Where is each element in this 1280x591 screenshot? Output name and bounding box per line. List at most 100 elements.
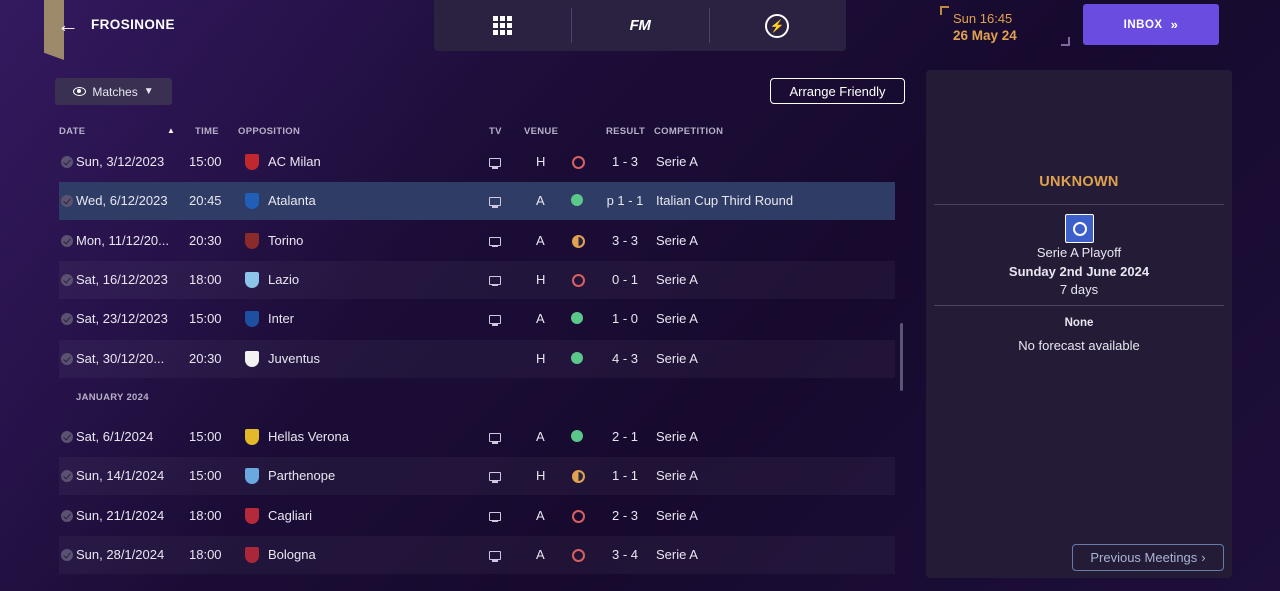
fixture-result[interactable]: 2 - 3 bbox=[611, 507, 638, 523]
fixture-venue: A bbox=[536, 429, 545, 445]
fixture-competition[interactable]: Serie A bbox=[656, 468, 698, 484]
result-indicator-icon bbox=[572, 234, 585, 248]
fixture-competition[interactable]: Serie A bbox=[656, 547, 698, 562]
fixture-result[interactable]: 1 - 0 bbox=[611, 311, 638, 327]
grid-icon bbox=[493, 16, 513, 35]
fixture-row[interactable]: Sat, 16/12/2023 18:00 Lazio H 0 - 1 Serie A bbox=[59, 260, 895, 299]
check-icon bbox=[61, 352, 73, 365]
fixture-row[interactable]: Sat, 30/12/20... 20:30 Juventus H 4 - 3 Serie… bbox=[59, 339, 895, 378]
fixture-date: Mon, 11/12/20... bbox=[76, 232, 169, 248]
competition-name: Serie A Playoff bbox=[1036, 245, 1122, 260]
fixture-row[interactable]: Mon, 11/12/20... 20:30 Torino A 3 - 3 Serie A bbox=[59, 222, 895, 260]
club-crest-icon bbox=[245, 547, 259, 563]
fixture-venue: H bbox=[536, 154, 546, 169]
nav-grid-button[interactable] bbox=[434, 0, 571, 51]
fixture-date: Sun, 3/12/2023 bbox=[76, 154, 165, 169]
inbox-button[interactable]: INBOX » bbox=[1083, 4, 1219, 45]
fixture-time: 18:00 bbox=[189, 507, 222, 523]
column-header-competition[interactable]: COMPETITION bbox=[654, 126, 724, 137]
fixture-result[interactable]: 1 - 3 bbox=[611, 154, 638, 169]
fixture-date: Sat, 30/12/20... bbox=[76, 350, 165, 366]
clock-date: 26 May 24 bbox=[953, 28, 1017, 43]
fixture-competition[interactable]: Serie A bbox=[656, 154, 698, 169]
fixture-row[interactable]: Sun, 3/12/2023 15:00 AC Milan H 1 - 3 Serie A bbox=[59, 143, 895, 181]
arrange-friendly-button[interactable]: Arrange Friendly bbox=[770, 78, 905, 104]
check-icon bbox=[61, 509, 73, 522]
opposition-name[interactable]: Bologna bbox=[268, 547, 316, 562]
divider bbox=[934, 204, 1224, 205]
back-arrow-icon[interactable]: ← bbox=[57, 12, 79, 37]
nav-lightning-button[interactable]: ⚡ bbox=[708, 0, 846, 51]
club-crest-icon bbox=[245, 507, 259, 524]
column-header-tv[interactable]: TV bbox=[489, 126, 502, 137]
opposition-name[interactable]: AC Milan bbox=[268, 154, 321, 169]
tv-icon bbox=[489, 551, 501, 562]
fixture-row[interactable]: Sat, 6/1/2024 15:00 Hellas Verona A 2 - 1 Ser… bbox=[59, 418, 895, 456]
fixture-row[interactable]: Sun, 21/1/2024 18:00 Cagliari A 2 - 3 Serie A bbox=[59, 497, 895, 535]
column-header-venue[interactable]: VENUE bbox=[524, 126, 559, 137]
fixture-result[interactable]: p 1 - 1 bbox=[606, 193, 644, 209]
nav-fm-button[interactable]: FM bbox=[571, 0, 708, 51]
opposition-name[interactable]: Juventus bbox=[268, 350, 321, 366]
tv-icon bbox=[489, 472, 501, 483]
clock-corner-decoration bbox=[940, 6, 949, 15]
column-header-time[interactable]: TIME bbox=[195, 126, 219, 137]
opposition-name[interactable]: Torino bbox=[268, 232, 304, 248]
opposition-name[interactable]: Inter bbox=[268, 311, 295, 327]
opposition-name[interactable]: Hellas Verona bbox=[268, 429, 349, 445]
column-header-date[interactable]: DATE bbox=[59, 126, 86, 137]
fixture-row[interactable]: Sun, 14/1/2024 15:00 Parthenope H 1 - 1 Serie… bbox=[59, 457, 895, 496]
match-date: Sunday 2nd June 2024 bbox=[1008, 264, 1150, 279]
tv-icon bbox=[489, 275, 501, 287]
scrollbar[interactable] bbox=[900, 323, 903, 391]
table-header: DATE ▲ TIME OPPOSITION TV VENUE RESULT C… bbox=[59, 124, 895, 140]
tv-icon bbox=[489, 315, 501, 326]
fixture-competition[interactable]: Serie A bbox=[656, 232, 698, 248]
fixture-competition[interactable]: Serie A bbox=[656, 429, 698, 445]
previous-meetings-button[interactable]: Previous Meetings › bbox=[1072, 544, 1224, 571]
fixture-result[interactable]: 0 - 1 bbox=[611, 271, 638, 287]
club-crest-icon bbox=[245, 468, 259, 485]
check-icon bbox=[61, 195, 73, 208]
fixture-competition[interactable]: Serie A bbox=[656, 507, 698, 523]
fixture-time: 18:00 bbox=[189, 547, 222, 562]
opposition-name[interactable]: Cagliari bbox=[268, 507, 313, 523]
fixture-result[interactable]: 3 - 3 bbox=[611, 232, 638, 248]
fixture-venue: A bbox=[536, 507, 545, 523]
tv-icon bbox=[489, 511, 501, 523]
previous-meetings-label: Previous Meetings bbox=[1090, 550, 1198, 565]
opposition-name[interactable]: Atalanta bbox=[268, 193, 316, 209]
fixture-row[interactable]: Sun, 28/1/2024 18:00 Bologna A 3 - 4 Serie A bbox=[59, 536, 895, 574]
fixture-row[interactable]: Sat, 23/12/2023 15:00 Inter A 1 - 0 Serie A bbox=[59, 300, 895, 338]
view-filter-dropdown[interactable]: Matches ▼ bbox=[55, 78, 172, 105]
divider bbox=[934, 305, 1224, 306]
game-clock[interactable]: Sun 16:45 26 May 24 bbox=[940, 6, 1070, 46]
fixture-competition[interactable]: Italian Cup Third Round bbox=[656, 193, 794, 209]
column-header-opposition[interactable]: OPPOSITION bbox=[238, 126, 301, 137]
lightning-icon: ⚡ bbox=[765, 13, 790, 38]
club-crest-icon bbox=[245, 350, 259, 367]
chevron-down-icon: ▼ bbox=[143, 86, 154, 97]
fixture-result[interactable]: 1 - 1 bbox=[611, 468, 638, 484]
top-navigation: FM ⚡ bbox=[434, 0, 846, 51]
competition-logo-icon bbox=[1065, 214, 1094, 243]
fixture-venue: A bbox=[536, 232, 545, 248]
opposition-name[interactable]: Parthenope bbox=[268, 468, 336, 484]
tv-icon bbox=[489, 197, 501, 208]
fixture-competition[interactable]: Serie A bbox=[656, 350, 698, 366]
fixture-result[interactable]: 3 - 4 bbox=[611, 547, 638, 562]
panel-title: UNKNOWN bbox=[1039, 174, 1119, 190]
filter-label: Matches bbox=[92, 84, 138, 99]
clock-corner-decoration bbox=[1061, 37, 1070, 46]
fixture-competition[interactable]: Serie A bbox=[656, 271, 698, 287]
fixture-result[interactable]: 4 - 3 bbox=[611, 350, 638, 366]
fixture-competition[interactable]: Serie A bbox=[656, 311, 698, 327]
check-icon bbox=[61, 234, 73, 247]
clock-time: Sun 16:45 bbox=[953, 11, 1013, 26]
column-header-result[interactable]: RESULT bbox=[606, 126, 646, 137]
fixture-date: Wed, 6/12/2023 bbox=[76, 193, 168, 209]
opposition-name[interactable]: Lazio bbox=[268, 271, 300, 287]
fixture-result[interactable]: 2 - 1 bbox=[611, 429, 638, 445]
check-icon bbox=[61, 273, 73, 286]
